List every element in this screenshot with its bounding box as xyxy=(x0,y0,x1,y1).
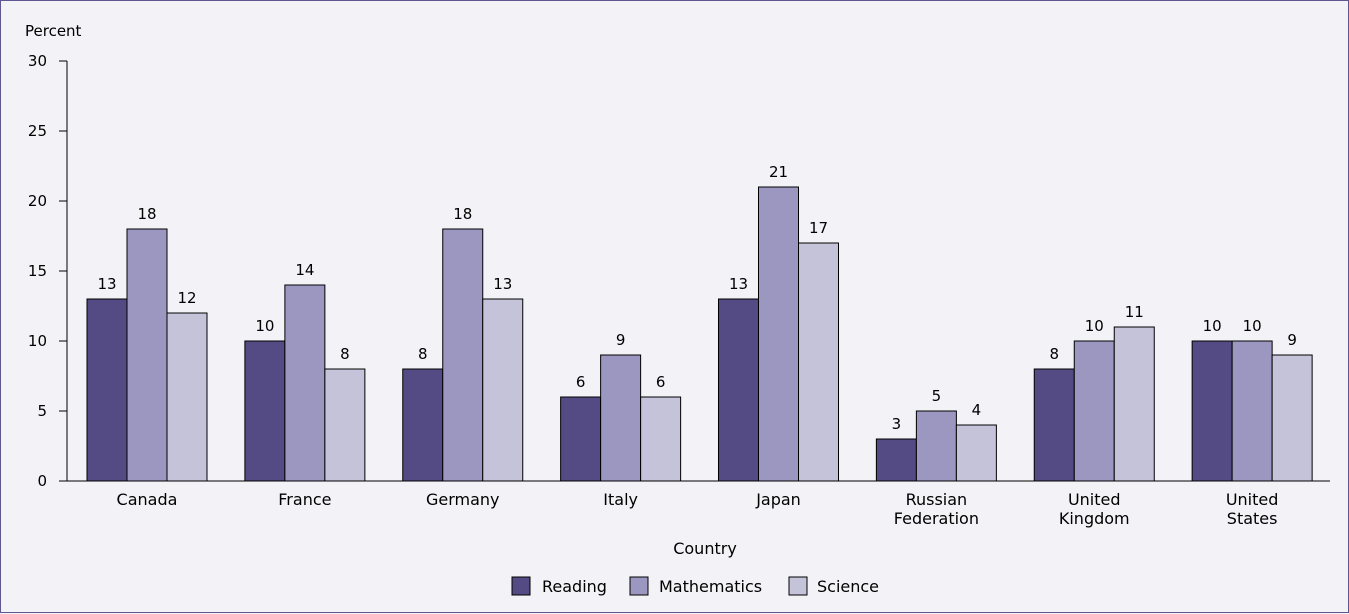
legend-label-reading: Reading xyxy=(542,577,607,596)
data-label: 8 xyxy=(418,345,428,363)
bar-reading xyxy=(1033,368,1075,482)
data-label: 18 xyxy=(137,205,156,223)
y-tick-label: 10 xyxy=(28,332,47,350)
data-label: 10 xyxy=(255,317,274,335)
y-tick-label: 15 xyxy=(28,262,47,280)
data-label: 13 xyxy=(729,275,748,293)
bar-science xyxy=(640,396,682,482)
x-tick-label: Japan xyxy=(755,490,801,509)
data-label: 9 xyxy=(616,331,626,349)
bar-reading xyxy=(1191,340,1233,482)
bar-reading xyxy=(244,340,286,482)
bar-science xyxy=(482,298,524,482)
data-label: 8 xyxy=(340,345,350,363)
legend-swatch-science xyxy=(788,576,808,596)
data-label: 6 xyxy=(656,373,666,391)
y-tick-label: 25 xyxy=(28,122,47,140)
x-tick-label: Kingdom xyxy=(1059,509,1130,528)
y-tick-label: 30 xyxy=(28,52,47,70)
y-axis-label: Percent xyxy=(25,22,82,40)
data-label: 12 xyxy=(177,289,196,307)
bar-mathematics xyxy=(1231,340,1273,482)
x-tick-label: States xyxy=(1227,509,1278,528)
data-label: 21 xyxy=(769,163,788,181)
bar-mathematics xyxy=(126,228,168,482)
x-tick-label: Germany xyxy=(426,490,500,509)
bar-science xyxy=(798,242,839,482)
data-label: 13 xyxy=(97,275,116,293)
x-axis-label: Country xyxy=(673,539,737,558)
data-label: 10 xyxy=(1203,317,1222,335)
legend-label-mathematics: Mathematics xyxy=(659,577,762,596)
bar-mathematics xyxy=(600,354,642,482)
x-tick-label: United xyxy=(1226,490,1279,509)
y-tick-label: 20 xyxy=(28,192,47,210)
legend: Reading Mathematics Science xyxy=(511,576,879,596)
data-label: 17 xyxy=(809,219,828,237)
data-label: 10 xyxy=(1085,317,1104,335)
data-label: 3 xyxy=(892,415,902,433)
bars: 13 18 12 10 14 8 8 18 13 6 9 6 13 21 17 3 5 4 8 10 11 10 10 9 xyxy=(86,163,1313,482)
bar-mathematics xyxy=(284,284,326,482)
bar-science xyxy=(1113,326,1155,482)
data-label: 18 xyxy=(453,205,472,223)
legend-swatch-mathematics xyxy=(629,576,649,596)
x-tick-label: Italy xyxy=(603,490,638,509)
x-tick-label: Canada xyxy=(117,490,178,509)
bar-mathematics xyxy=(442,228,484,482)
data-label: 4 xyxy=(972,401,982,419)
bar-science xyxy=(955,424,997,482)
x-tick-label: France xyxy=(278,490,331,509)
x-tick-label: Russian xyxy=(906,490,968,509)
data-label: 8 xyxy=(1049,345,1059,363)
data-label: 9 xyxy=(1287,331,1297,349)
legend-label-science: Science xyxy=(817,577,879,596)
bar-mathematics xyxy=(1073,340,1115,482)
data-label: 5 xyxy=(932,387,942,405)
y-tick-label: 0 xyxy=(37,472,47,490)
legend-swatch-reading xyxy=(511,576,531,596)
data-label: 6 xyxy=(576,373,586,391)
bar-mathematics xyxy=(915,410,957,482)
data-label: 13 xyxy=(493,275,512,293)
x-tick-label: Federation xyxy=(894,509,979,528)
bar-reading xyxy=(402,368,444,482)
bar-science xyxy=(324,368,366,482)
bar-reading xyxy=(86,298,128,482)
x-axis: Canada France Germany Italy Japan RussianFede… xyxy=(67,480,1330,528)
x-tick-label: United xyxy=(1068,490,1121,509)
bar-reading xyxy=(718,298,759,482)
bar-reading xyxy=(560,396,602,482)
bar-science xyxy=(1271,354,1313,482)
data-label: 10 xyxy=(1243,317,1262,335)
y-axis: 0 5 10 15 20 25 30 xyxy=(28,52,68,490)
bar-mathematics xyxy=(758,186,799,482)
bar-science xyxy=(166,312,208,482)
data-label: 14 xyxy=(295,261,314,279)
bar-reading xyxy=(875,438,917,482)
y-tick-label: 5 xyxy=(37,402,47,420)
data-label: 11 xyxy=(1125,303,1144,321)
